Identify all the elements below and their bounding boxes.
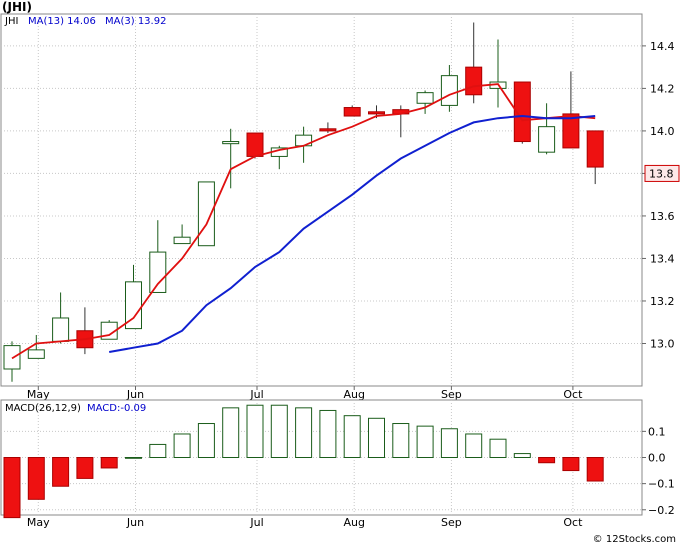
candle-body-up	[440, 75, 458, 106]
macd-bar-negative	[100, 457, 118, 469]
candle	[149, 220, 167, 293]
candle-body-down	[562, 113, 580, 149]
macd-tick-label: −0.1	[648, 478, 675, 491]
macd-bar-positive	[465, 433, 483, 458]
macd-panel: 0.1 0.0 −0.1 −0.2 MACD(26,12,9) MACD:-0.09 May…	[0, 399, 675, 529]
candle	[319, 122, 337, 134]
candle-body-down	[368, 111, 385, 115]
macd-month-label: Jun	[126, 516, 144, 529]
macd-bar-negative	[52, 457, 70, 487]
candle	[343, 105, 361, 117]
macd-bar-positive	[416, 425, 434, 458]
macd-bar-positive	[125, 457, 142, 459]
candle-body-down	[586, 130, 604, 168]
candle-body-down	[246, 132, 264, 157]
candle-body-down	[319, 128, 337, 132]
chart-title: (JHI)	[2, 0, 32, 14]
price-month-label: Sep	[441, 388, 462, 401]
candle-body-up	[173, 236, 191, 245]
price-tick-label: 14.2	[650, 82, 675, 95]
macd-bar-positive	[149, 443, 167, 459]
macd-bar-positive	[368, 417, 385, 458]
candle-body-up	[222, 141, 240, 145]
macd-bar-positive	[173, 433, 191, 458]
macd-bar-negative	[538, 457, 556, 464]
macd-legend: MACD(26,12,9) MACD:-0.09	[5, 403, 146, 414]
macd-month-label: Jul	[249, 516, 263, 529]
price-tick-label: 13.4	[650, 252, 675, 265]
macd-bar-positive	[222, 407, 240, 459]
candle	[3, 341, 21, 382]
price-tick-label: 13.6	[650, 210, 675, 223]
macd-legend-entry: MACD:-0.09	[87, 403, 146, 414]
candle	[173, 224, 191, 245]
candle-body-up	[538, 126, 556, 153]
price-month-label: Jun	[126, 388, 144, 401]
price-tick-label: 13.2	[650, 295, 675, 308]
last-price-badge	[644, 164, 680, 182]
candle-body-down	[343, 107, 361, 117]
macd-tick-label: 0.0	[648, 452, 666, 465]
macd-month-label: Sep	[441, 516, 462, 529]
ma3-line	[11, 83, 596, 360]
candle-body-up	[52, 317, 70, 342]
price-month-label: Aug	[343, 388, 364, 401]
macd-bar-positive	[489, 438, 507, 459]
macd-month-label: Oct	[563, 516, 583, 529]
ma13-line	[109, 114, 596, 353]
macd-legend-entry: MACD(26,12,9)	[5, 403, 81, 414]
macd-bar-negative	[76, 457, 94, 479]
candle-body-down	[513, 81, 531, 143]
candle-body-up	[416, 92, 434, 104]
legend-entry: MA(3) 13.92	[105, 16, 166, 27]
candle	[562, 71, 580, 149]
macd-bar-negative	[27, 457, 45, 500]
candle-body-up	[125, 281, 142, 330]
macd-tick-label: 0.1	[648, 425, 666, 438]
legend-entry: JHI	[4, 16, 18, 27]
price-panel: 13.0 13.2 13.4 13.6 13.8 14.0 14.2 14.4 JHI MA(13…	[0, 13, 680, 401]
macd-bar-positive	[295, 407, 313, 459]
macd-bar-negative	[586, 457, 604, 482]
macd-bar-negative	[562, 457, 580, 472]
macd-bar-positive	[513, 453, 531, 459]
price-month-label: May	[27, 388, 50, 401]
candle-body-up	[27, 349, 45, 359]
macd-bar-positive	[440, 428, 458, 458]
candle	[416, 90, 434, 114]
macd-bar-positive	[246, 404, 264, 458]
candle-body-down	[465, 66, 483, 96]
legend-entry: MA(13) 14.06	[28, 16, 96, 27]
macd-tick-label: −0.2	[648, 504, 675, 517]
macd-bar-positive	[392, 423, 410, 459]
candle	[440, 65, 458, 112]
price-plot-frame	[0, 13, 643, 387]
price-tick-label: 14.4	[650, 40, 675, 53]
macd-bar-negative	[3, 457, 21, 519]
macd-month-label: Aug	[343, 516, 364, 529]
price-tick-label: 13.0	[650, 337, 675, 350]
candle-body-up	[3, 345, 21, 370]
price-month-label: Jul	[249, 388, 263, 401]
candle	[586, 130, 604, 185]
candle	[222, 128, 240, 189]
macd-month-label: May	[27, 516, 50, 529]
macd-bar-positive	[343, 415, 361, 459]
macd-bar-positive	[319, 409, 337, 459]
candle	[27, 334, 45, 359]
macd-bar-positive	[197, 423, 215, 459]
credit-label: © 12Stocks.com	[592, 534, 676, 545]
macd-bar-positive	[270, 404, 288, 458]
price-tick-label: 14.0	[650, 125, 675, 138]
candle-body-up	[149, 251, 167, 293]
candle	[538, 103, 556, 155]
last-price-label: 13.8	[649, 167, 674, 180]
candle	[513, 81, 531, 144]
price-legend: JHI MA(13) 14.06 MA(3) 13.92	[4, 16, 166, 27]
price-month-label: Oct	[563, 388, 583, 401]
